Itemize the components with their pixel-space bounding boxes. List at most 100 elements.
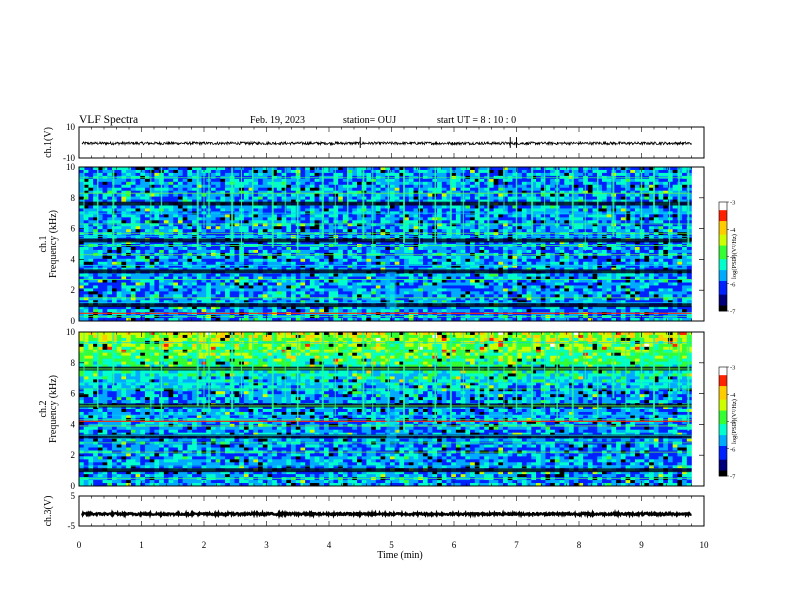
spectrogram-cell	[536, 232, 542, 236]
spectrogram-cell	[394, 264, 400, 268]
spectrogram-cell	[606, 229, 612, 233]
spectrogram-cell	[220, 220, 226, 224]
spectrogram-cell	[210, 190, 216, 194]
spectrogram-cell	[630, 223, 636, 227]
spectrogram-cell	[616, 217, 622, 221]
spectrogram-cell	[93, 246, 99, 251]
spectrogram-cell	[225, 232, 231, 236]
spectrogram-cell	[225, 246, 231, 251]
spectrogram-cell	[517, 214, 523, 218]
spectrogram-cell	[352, 187, 358, 191]
spectrogram-cell	[620, 217, 626, 221]
spectrogram-cell	[465, 214, 471, 218]
spectrogram-cell	[248, 181, 254, 186]
spectrogram-cell	[484, 241, 490, 245]
spectrogram-cell	[154, 181, 160, 186]
spectrogram-cell	[526, 249, 532, 254]
spectrogram-cell	[493, 229, 499, 233]
spectrogram-cell	[526, 181, 532, 186]
spectrogram-cell	[630, 190, 636, 194]
spectrogram-cell	[653, 205, 659, 209]
spectrogram-cell	[286, 241, 292, 245]
spectrogram-cell	[503, 199, 509, 203]
spectrogram-cell	[493, 223, 499, 227]
spectrogram-cell	[140, 232, 146, 236]
spectrogram-cell	[446, 196, 452, 200]
spectrogram-cell	[616, 264, 622, 268]
spectrogram-cell	[540, 187, 546, 191]
spectrogram-cell	[536, 241, 542, 245]
spectrogram-cell	[163, 235, 169, 239]
spectrogram-cell	[408, 167, 414, 171]
spectrogram-cell	[168, 246, 174, 251]
spectrogram-cell	[347, 226, 353, 230]
spectrogram-cell	[126, 208, 132, 212]
spectrogram-cell	[187, 217, 193, 221]
spectrogram-cell	[375, 196, 381, 200]
spectrogram-cell	[507, 172, 513, 177]
spectrogram-cell	[441, 220, 447, 224]
spectrogram-cell	[686, 264, 692, 268]
spectrogram-cell	[418, 264, 424, 268]
spectrogram-cell	[286, 208, 292, 212]
spectrogram-cell	[342, 184, 348, 189]
spectrogram-cell	[422, 273, 428, 277]
spectrogram-cell	[606, 167, 612, 171]
spectrogram-cell	[79, 217, 85, 221]
spectrogram-cell	[592, 190, 598, 194]
spectrogram-cell	[324, 167, 330, 171]
spectrogram-cell	[375, 214, 381, 218]
spectrogram-cell	[168, 241, 174, 245]
spectrogram-cell	[470, 232, 476, 236]
spectrogram-cell	[116, 261, 122, 266]
spectrogram-cell	[601, 255, 607, 260]
spectrogram-cell	[356, 223, 362, 227]
spectrogram-cell	[455, 255, 461, 260]
spectrogram-cell	[366, 190, 372, 194]
spectrogram-cell	[526, 255, 532, 260]
spectrogram-cell	[140, 276, 146, 280]
spectrogram-cell	[663, 199, 669, 203]
spectrogram-cell	[526, 187, 532, 191]
spectrogram-cell	[371, 273, 377, 277]
spectrogram-cell	[625, 226, 631, 230]
spectrogram-cell	[663, 264, 669, 268]
spectrogram-cell	[470, 223, 476, 227]
spectrogram-cell	[606, 261, 612, 266]
spectrogram-cell	[554, 261, 560, 266]
spectrogram-cell	[196, 232, 202, 236]
spectrogram-cell	[182, 229, 188, 233]
spectrogram-cell	[517, 267, 523, 271]
spectrogram-cell	[564, 205, 570, 209]
spectrogram-cell	[225, 249, 231, 254]
spectrogram-cell	[441, 235, 447, 239]
spectrogram-cell	[140, 199, 146, 203]
spectrogram-cell	[220, 167, 226, 171]
spectrogram-cell	[107, 261, 113, 266]
spectrogram-cell	[587, 178, 593, 183]
spectrogram-cell	[578, 264, 584, 268]
spectrogram-cell	[630, 178, 636, 183]
spectrogram-cell	[616, 172, 622, 177]
spectrogram-cell	[484, 235, 490, 239]
spectrogram-cell	[149, 193, 155, 197]
spectrogram-cell	[677, 220, 683, 224]
spectrogram-cell	[272, 187, 278, 191]
spectrogram-cell	[573, 249, 579, 254]
spectrogram-cell	[601, 249, 607, 254]
spectrogram-cell	[97, 246, 103, 251]
spectrogram-cell	[653, 193, 659, 197]
spectrogram-cell	[488, 184, 494, 189]
spectrogram-cell	[672, 220, 678, 224]
spectrogram-cell	[140, 223, 146, 227]
spectrogram-cell	[465, 241, 471, 245]
spectrogram-cell	[291, 167, 297, 171]
spectrogram-cell	[210, 220, 216, 224]
spectrogram-cell	[366, 249, 372, 254]
spectrogram-cell	[196, 167, 202, 171]
spectrogram-cell	[644, 249, 650, 254]
spectrogram-cell	[507, 255, 513, 260]
spectrogram-cell	[484, 258, 490, 263]
spectrogram-cell	[276, 193, 282, 197]
spectrogram-cell	[309, 196, 315, 200]
